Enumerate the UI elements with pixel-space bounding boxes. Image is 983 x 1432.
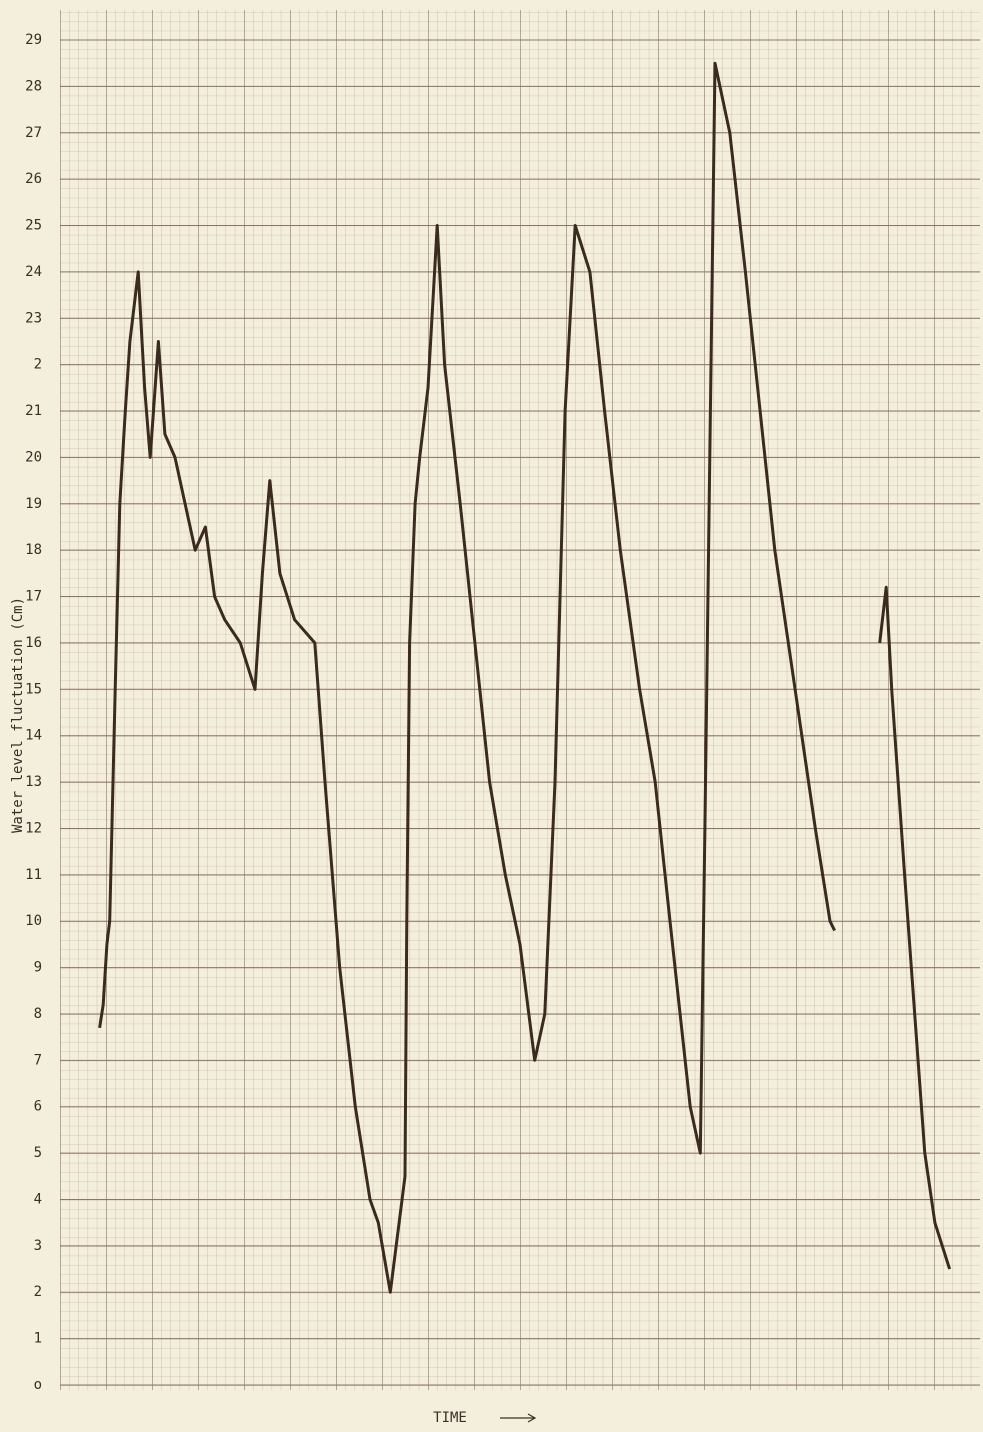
y-tick-label: 1 xyxy=(34,1331,42,1347)
y-tick-label: 6 xyxy=(34,1099,42,1115)
y-tick-label: 3 xyxy=(34,1238,42,1254)
y-tick-label: 12 xyxy=(25,820,42,836)
y-tick-label: 9 xyxy=(34,960,42,976)
y-tick-label: 8 xyxy=(34,1006,42,1022)
y-tick-label: 25 xyxy=(25,218,42,234)
y-tick-label: 18 xyxy=(25,542,42,558)
y-tick-label: 26 xyxy=(25,171,42,187)
y-tick-label: 21 xyxy=(25,403,42,419)
y-tick-label: 17 xyxy=(25,589,42,605)
y-tick-label: 10 xyxy=(25,913,42,929)
y-tick-label: 24 xyxy=(25,264,42,280)
y-tick-label: 20 xyxy=(25,449,42,465)
y-tick-label: 16 xyxy=(25,635,42,651)
y-tick-label: 2 xyxy=(34,1284,42,1300)
y-tick-label: o xyxy=(34,1377,42,1393)
y-tick-label: 13 xyxy=(25,774,42,790)
y-tick-label: 14 xyxy=(25,728,42,744)
graph-paper-major xyxy=(60,10,980,1390)
y-tick-label: 28 xyxy=(25,78,42,94)
y-tick-label: 15 xyxy=(25,681,42,697)
y-tick-label: 19 xyxy=(25,496,42,512)
y-tick-label: 29 xyxy=(25,32,42,48)
y-tick-label: 5 xyxy=(34,1145,42,1161)
y-axis-label: Water level fluctuation (Cm) xyxy=(10,597,26,833)
y-tick-label: 23 xyxy=(25,310,42,326)
y-tick-label: 7 xyxy=(34,1052,42,1068)
x-axis-label: TIME xyxy=(433,1410,467,1426)
y-tick-label: 2 xyxy=(34,357,42,373)
y-tick-label: 27 xyxy=(25,125,42,141)
y-tick-label: 4 xyxy=(34,1191,42,1207)
trace-line xyxy=(98,61,952,1294)
y-tick-label: 11 xyxy=(25,867,42,883)
time-arrow xyxy=(500,1413,537,1423)
